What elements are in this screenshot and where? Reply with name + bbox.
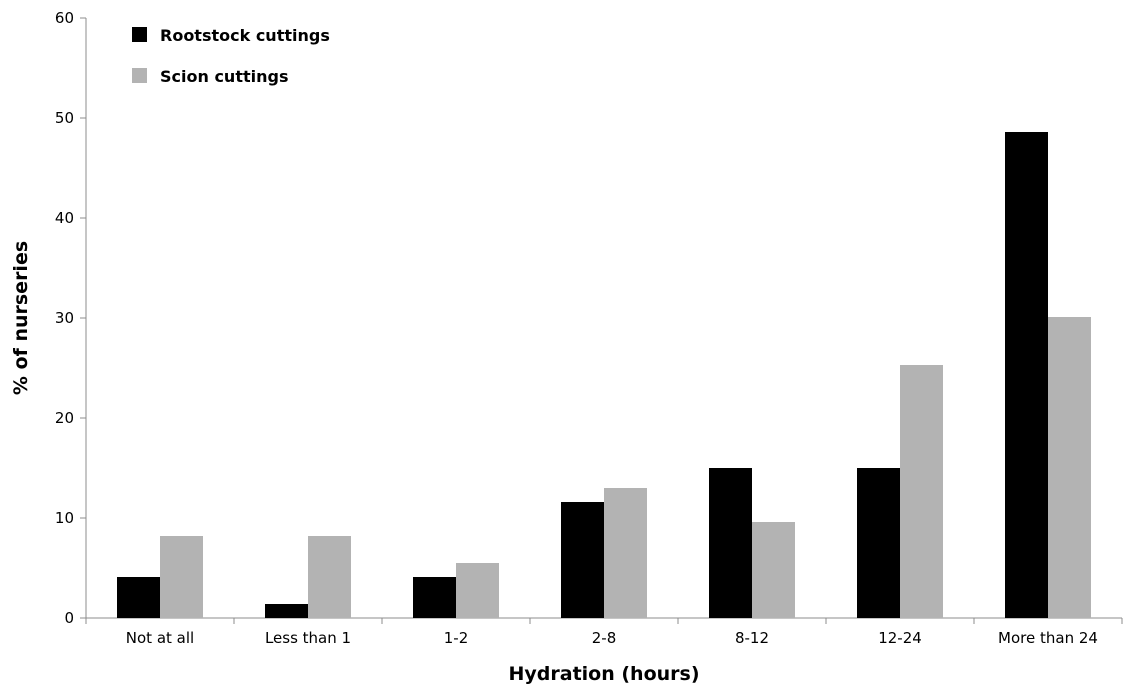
legend-label: Rootstock cuttings (160, 26, 330, 45)
y-axis: 0 10 20 30 40 50 60 (55, 9, 87, 627)
x-tick-label: 1-2 (444, 629, 469, 647)
bar-scion (1048, 317, 1091, 618)
y-tick-label: 50 (55, 109, 74, 127)
y-tick-label: 30 (55, 309, 74, 327)
y-tick-label: 10 (55, 509, 74, 527)
x-axis-title: Hydration (hours) (508, 663, 699, 685)
y-tick-label: 20 (55, 409, 74, 427)
bar-rootstock (265, 604, 308, 618)
legend: Rootstock cuttings Scion cuttings (132, 26, 330, 86)
bar-rootstock (561, 502, 604, 618)
x-tick-label: Not at all (126, 629, 194, 647)
bar-scion (752, 522, 795, 618)
bar-rootstock (413, 577, 456, 618)
bar-scion (456, 563, 499, 618)
x-tick-label: 12-24 (878, 629, 922, 647)
y-tick-label: 40 (55, 209, 74, 227)
x-tick-label: Less than 1 (265, 629, 351, 647)
bar-scion (160, 536, 203, 618)
y-tick-label: 0 (64, 609, 74, 627)
bar-scion (308, 536, 351, 618)
bar-scion (604, 488, 647, 618)
bar-rootstock (857, 468, 900, 618)
x-tick-label: 2-8 (592, 629, 617, 647)
bar-rootstock (117, 577, 160, 618)
bar-rootstock (1005, 132, 1048, 618)
legend-swatch (132, 27, 147, 42)
bar-scion (900, 365, 943, 618)
x-tick-label: 8-12 (735, 629, 769, 647)
y-axis-title: % of nurseries (10, 241, 32, 395)
legend-swatch (132, 68, 147, 83)
bars (117, 132, 1091, 618)
bar-rootstock (709, 468, 752, 618)
x-axis: Not at all Less than 1 1-2 2-8 8-12 12-24 More… (85, 617, 1123, 647)
y-tick-label: 60 (55, 9, 74, 27)
legend-label: Scion cuttings (160, 67, 288, 86)
x-tick-label: More than 24 (998, 629, 1098, 647)
